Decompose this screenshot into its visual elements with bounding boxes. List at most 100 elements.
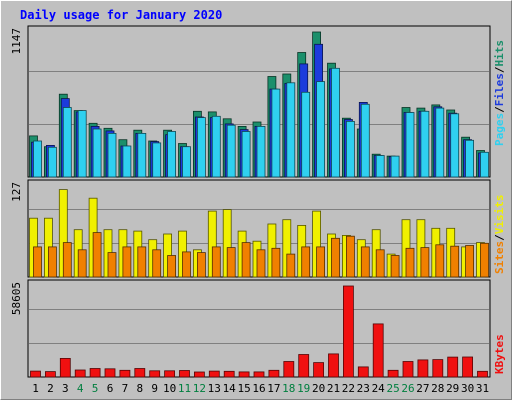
bar-pages-3 [62, 107, 72, 178]
legend-middle-item-0: Sites [493, 241, 506, 274]
bar-sites-1 [33, 246, 42, 278]
bar-pages-24 [375, 155, 385, 178]
bar-pages-22 [345, 121, 355, 178]
bar-sites-26 [405, 247, 415, 278]
x-tick-label-13: 13 [208, 382, 221, 395]
bar-sites-9 [152, 249, 162, 278]
bar-pages-1 [33, 140, 42, 178]
bar-pages-12 [196, 117, 206, 178]
bar-kbytes-22 [342, 285, 354, 378]
bar-kbytes-15 [238, 371, 250, 378]
legend-top-item-3: / [493, 66, 506, 73]
x-tick-label-14: 14 [223, 382, 237, 395]
bar-sites-30 [465, 245, 475, 278]
bar-pages-18 [286, 82, 296, 178]
x-tick-label-2: 2 [47, 382, 54, 395]
bar-kbytes-30 [462, 356, 474, 378]
legend-bottom: KBytes [493, 334, 506, 374]
panel-kbytes [27, 279, 491, 378]
bar-kbytes-13 [208, 370, 220, 378]
x-tick-label-19: 19 [297, 382, 310, 395]
bar-sites-4 [77, 249, 87, 278]
x-tick-label-18: 18 [282, 382, 295, 395]
bar-pages-11 [182, 146, 191, 178]
chart-title: Daily usage for January 2020 [20, 8, 222, 22]
bar-kbytes-28 [432, 359, 444, 378]
bar-kbytes-19 [298, 354, 310, 378]
bar-pages-15 [241, 131, 251, 178]
legend-top: Pages/Files/Hits [493, 40, 506, 146]
bar-pages-4 [77, 110, 87, 178]
x-tick-label-12: 12 [193, 382, 206, 395]
bar-sites-12 [196, 252, 206, 278]
bar-pages-29 [450, 113, 460, 178]
bar-sites-29 [450, 245, 460, 278]
legend-middle: Sites/Visits [493, 195, 506, 275]
bar-pages-19 [301, 91, 311, 178]
bar-kbytes-29 [447, 356, 459, 378]
bar-kbytes-6 [104, 368, 116, 378]
bar-pages-17 [271, 88, 281, 178]
bar-pages-14 [226, 124, 236, 178]
x-tick-label-29: 29 [446, 382, 459, 395]
x-tick-label-11: 11 [178, 382, 191, 395]
x-tick-label-30: 30 [461, 382, 474, 395]
bar-sites-16 [256, 249, 266, 278]
bar-sites-25 [390, 255, 400, 278]
y-max-label-visits_sites: 127 [10, 182, 23, 202]
bar-pages-7 [122, 145, 132, 178]
bar-kbytes-27 [417, 359, 429, 378]
bar-pages-23 [360, 103, 370, 178]
bar-kbytes-3 [59, 357, 71, 378]
bar-sites-31 [480, 242, 489, 278]
bar-sites-17 [271, 247, 281, 278]
legend-top-item-1: / [493, 106, 506, 113]
x-tick-label-20: 20 [312, 382, 325, 395]
bar-sites-22 [345, 235, 355, 278]
x-tick-label-31: 31 [476, 382, 489, 395]
x-tick-label-8: 8 [136, 382, 143, 395]
bar-sites-23 [360, 246, 370, 278]
x-tick-label-1: 1 [32, 382, 39, 395]
bar-pages-20 [316, 81, 326, 178]
bar-sites-18 [286, 253, 296, 278]
bar-kbytes-5 [89, 368, 101, 378]
x-tick-label-10: 10 [163, 382, 176, 395]
bar-pages-26 [405, 112, 415, 178]
bar-kbytes-10 [164, 370, 176, 378]
bar-pages-16 [256, 126, 266, 178]
bar-kbytes-31 [477, 370, 488, 378]
bar-sites-8 [137, 246, 147, 278]
bar-sites-14 [226, 247, 236, 278]
x-tick-label-4: 4 [77, 382, 84, 395]
bar-sites-5 [92, 232, 102, 278]
x-tick-label-24: 24 [372, 382, 386, 395]
bar-pages-31 [480, 151, 489, 178]
bar-pages-13 [211, 115, 221, 178]
bar-pages-5 [92, 128, 102, 178]
x-tick-label-28: 28 [431, 382, 444, 395]
bar-kbytes-18 [283, 361, 295, 378]
y-max-label-hits_files_pages: 1147 [10, 28, 23, 55]
x-tick-label-27: 27 [416, 382, 429, 395]
x-tick-label-25: 25 [386, 382, 399, 395]
bar-sites-15 [241, 242, 251, 278]
bar-kbytes-21 [328, 353, 339, 378]
bar-kbytes-4 [74, 369, 86, 378]
bar-kbytes-12 [193, 371, 205, 378]
bar-pages-6 [107, 132, 117, 178]
legend-bottom-item-0: KBytes [493, 334, 506, 374]
x-tick-label-26: 26 [401, 382, 414, 395]
bar-kbytes-17 [268, 369, 280, 378]
bar-sites-28 [435, 244, 445, 278]
x-tick-label-3: 3 [62, 382, 69, 395]
x-tick-label-23: 23 [357, 382, 370, 395]
y-max-label-kbytes: 58605 [10, 282, 23, 315]
bar-kbytes-26 [402, 361, 414, 378]
bar-sites-19 [301, 246, 311, 278]
bar-sites-10 [167, 255, 177, 278]
bar-pages-25 [390, 155, 400, 178]
bar-kbytes-25 [387, 369, 399, 378]
bar-pages-8 [137, 132, 147, 178]
